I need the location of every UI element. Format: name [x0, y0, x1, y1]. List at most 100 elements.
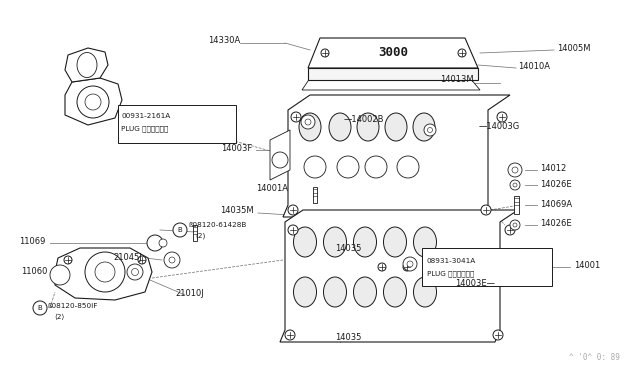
Text: ⟨2⟩: ⟨2⟩ [55, 314, 65, 320]
Circle shape [305, 119, 311, 125]
Text: 14003F: 14003F [221, 144, 252, 153]
Text: 14035M: 14035M [220, 205, 254, 215]
Text: 14035: 14035 [335, 334, 362, 343]
Circle shape [497, 112, 507, 122]
Circle shape [510, 180, 520, 190]
Circle shape [64, 256, 72, 264]
Circle shape [147, 235, 163, 251]
Text: B: B [38, 305, 42, 311]
Circle shape [301, 115, 315, 129]
Ellipse shape [329, 113, 351, 141]
Circle shape [33, 301, 47, 315]
Circle shape [159, 239, 167, 247]
Circle shape [173, 223, 187, 237]
Polygon shape [65, 78, 122, 125]
Text: 08931-3041A: 08931-3041A [427, 258, 476, 264]
Circle shape [77, 86, 109, 118]
Bar [313, 187, 317, 203]
Bar [422, 248, 552, 286]
Text: 11069: 11069 [19, 237, 45, 246]
Text: —14003G: —14003G [479, 122, 520, 131]
Text: 14035: 14035 [335, 244, 362, 253]
Text: 00931-2161A: 00931-2161A [121, 113, 170, 119]
Ellipse shape [383, 227, 406, 257]
Ellipse shape [299, 113, 321, 141]
Text: ^ '0^ 0: 89: ^ '0^ 0: 89 [569, 353, 620, 362]
Polygon shape [65, 48, 108, 82]
Circle shape [512, 167, 518, 173]
Circle shape [458, 49, 466, 57]
Circle shape [321, 49, 329, 57]
Ellipse shape [413, 277, 436, 307]
Ellipse shape [323, 277, 346, 307]
Ellipse shape [385, 113, 407, 141]
Text: 14026E: 14026E [540, 218, 572, 228]
Text: —14002B: —14002B [344, 115, 385, 124]
Text: ß08120-61428B: ß08120-61428B [188, 222, 246, 228]
Circle shape [272, 152, 288, 168]
Text: 14005M: 14005M [557, 44, 591, 52]
Ellipse shape [353, 277, 376, 307]
Circle shape [85, 94, 101, 110]
Text: 14001A: 14001A [256, 183, 288, 192]
Circle shape [378, 263, 386, 271]
Text: 14026E: 14026E [540, 180, 572, 189]
Circle shape [95, 262, 115, 282]
Circle shape [291, 112, 301, 122]
Circle shape [365, 156, 387, 178]
Circle shape [513, 183, 517, 187]
Text: 14069A: 14069A [540, 199, 572, 208]
Ellipse shape [323, 227, 346, 257]
Circle shape [510, 220, 520, 230]
Text: PLUG プラグ（１）: PLUG プラグ（１） [121, 125, 168, 132]
Circle shape [288, 225, 298, 235]
Text: ß08120-850IF: ß08120-850IF [47, 303, 97, 309]
Circle shape [288, 205, 298, 215]
Circle shape [513, 223, 517, 227]
Ellipse shape [413, 227, 436, 257]
Circle shape [403, 263, 411, 271]
Text: 11060: 11060 [20, 266, 47, 276]
Bar [515, 196, 520, 214]
Text: 3000: 3000 [378, 45, 408, 58]
Text: 21045J: 21045J [113, 253, 142, 262]
Ellipse shape [357, 113, 379, 141]
Text: 14003E—: 14003E— [455, 279, 495, 288]
Circle shape [508, 163, 522, 177]
Circle shape [131, 269, 138, 276]
Circle shape [481, 205, 491, 215]
Text: 14012: 14012 [540, 164, 566, 173]
Circle shape [493, 330, 503, 340]
Polygon shape [55, 248, 152, 300]
Circle shape [505, 225, 515, 235]
Polygon shape [283, 95, 510, 217]
Text: PLUG プラグ（５）: PLUG プラグ（５） [427, 270, 474, 277]
Circle shape [85, 252, 125, 292]
Text: B: B [178, 227, 182, 233]
Polygon shape [302, 78, 480, 90]
Text: 14330A: 14330A [208, 35, 240, 45]
Polygon shape [308, 38, 478, 68]
Text: 14010A: 14010A [518, 61, 550, 71]
Circle shape [407, 261, 413, 267]
Circle shape [285, 330, 295, 340]
Circle shape [169, 257, 175, 263]
Ellipse shape [294, 277, 317, 307]
Circle shape [337, 156, 359, 178]
Circle shape [304, 156, 326, 178]
Circle shape [50, 265, 70, 285]
Ellipse shape [413, 113, 435, 141]
Polygon shape [270, 130, 290, 180]
Circle shape [424, 124, 436, 136]
Text: 21010J: 21010J [175, 289, 204, 298]
Circle shape [138, 256, 146, 264]
Text: 14001: 14001 [574, 260, 600, 269]
Bar [118, 105, 236, 143]
Text: 14013M: 14013M [440, 74, 474, 83]
Ellipse shape [294, 227, 317, 257]
Ellipse shape [383, 277, 406, 307]
Circle shape [164, 252, 180, 268]
Text: (2): (2) [195, 233, 205, 239]
Circle shape [403, 257, 417, 271]
Circle shape [428, 128, 433, 132]
